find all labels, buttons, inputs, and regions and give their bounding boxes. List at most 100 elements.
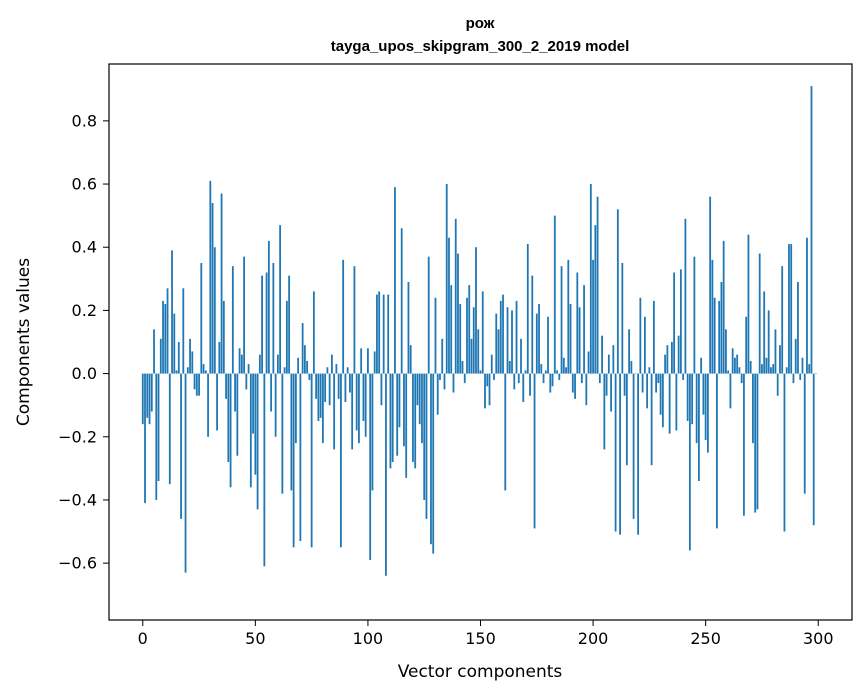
bar-125	[423, 373, 426, 500]
bar-237	[675, 373, 678, 431]
bar-260	[727, 370, 730, 374]
bar-289	[792, 373, 795, 384]
bar-220	[637, 373, 640, 535]
bar-118	[407, 281, 410, 374]
bar-6	[155, 373, 158, 500]
bar-196	[583, 285, 585, 374]
bar-69	[297, 357, 300, 374]
bar-143	[463, 373, 466, 384]
bar-93	[351, 373, 354, 450]
bar-137	[450, 285, 453, 374]
bar-252	[709, 196, 712, 374]
bar-192	[574, 373, 576, 399]
bar-225	[648, 367, 651, 374]
bar-112	[394, 187, 396, 374]
bar-48	[249, 373, 252, 488]
bar-140	[457, 253, 459, 374]
bar-101	[369, 373, 372, 560]
bar-177	[540, 364, 543, 374]
bar-57	[270, 373, 273, 412]
bar-183	[553, 215, 556, 374]
bar-250	[704, 373, 707, 440]
bar-159	[499, 300, 502, 374]
chart-subtitle: tayga_upos_skipgram_300_2_2019 model	[331, 38, 630, 55]
bar-110	[389, 373, 392, 469]
bar-269	[747, 234, 750, 374]
bar-77	[315, 373, 318, 399]
bar-239	[679, 269, 682, 374]
bar-21	[189, 338, 191, 374]
bar-267	[743, 373, 745, 516]
bar-210	[614, 373, 617, 532]
bar-172	[529, 373, 531, 396]
bar-55	[265, 272, 268, 374]
bar-158	[497, 329, 500, 374]
bar-103	[373, 351, 376, 374]
bar-254	[713, 297, 716, 374]
bar-273	[756, 373, 759, 510]
bar-15	[175, 370, 178, 374]
bar-208	[610, 373, 612, 412]
bar-163	[508, 360, 511, 374]
bar-175	[535, 313, 538, 374]
bar-105	[378, 291, 381, 374]
bar-42	[236, 373, 239, 456]
bar-181	[549, 373, 552, 393]
bar-251	[707, 373, 709, 453]
bar-0	[141, 373, 144, 425]
bar-170	[524, 370, 527, 374]
bar-194	[578, 307, 581, 374]
bar-161	[504, 373, 507, 491]
bar-134	[443, 373, 446, 390]
bar-151	[481, 291, 484, 374]
bar-293	[801, 357, 804, 374]
bar-113	[396, 373, 399, 456]
bar-284	[781, 266, 784, 374]
bar-231	[661, 373, 664, 428]
bar-20	[186, 367, 189, 374]
bar-149	[477, 329, 480, 374]
bar-123	[418, 373, 421, 425]
bar-166	[515, 300, 518, 374]
bar-76	[312, 291, 315, 374]
bar-11	[166, 288, 169, 374]
bar-65	[288, 275, 291, 374]
bar-109	[387, 294, 390, 374]
bar-83	[328, 373, 331, 406]
bar-131	[436, 373, 439, 415]
bar-30	[209, 180, 212, 374]
bar-188	[565, 367, 567, 374]
bar-36	[222, 300, 225, 374]
bar-247	[698, 373, 700, 481]
y-tick-label: −0.2	[58, 427, 97, 446]
bar-223	[643, 316, 646, 374]
bar-121	[414, 373, 417, 469]
bar-50	[254, 373, 257, 475]
bar-154	[488, 373, 491, 406]
bar-294	[803, 373, 806, 494]
bar-32	[213, 247, 216, 374]
y-axis-label: Components values	[14, 258, 34, 426]
bar-132	[439, 373, 441, 380]
bar-198	[587, 351, 590, 374]
bar-85	[333, 373, 336, 450]
bar-128	[430, 373, 432, 545]
bar-241	[684, 218, 687, 374]
bar-12	[168, 373, 171, 485]
bar-282	[776, 373, 779, 396]
bar-245	[693, 256, 696, 374]
bar-259	[725, 329, 727, 374]
x-tick-label: 0	[138, 629, 148, 648]
bar-91	[346, 367, 349, 374]
bar-268	[745, 316, 748, 374]
bar-75	[310, 373, 313, 548]
bar-63	[283, 367, 286, 374]
bar-106	[380, 373, 383, 406]
bar-29	[207, 373, 209, 437]
bar-285	[783, 373, 786, 532]
y-tick-label: 0.0	[72, 364, 97, 383]
y-tick-label: 0.4	[72, 238, 97, 257]
y-tick-label: −0.6	[58, 554, 97, 573]
